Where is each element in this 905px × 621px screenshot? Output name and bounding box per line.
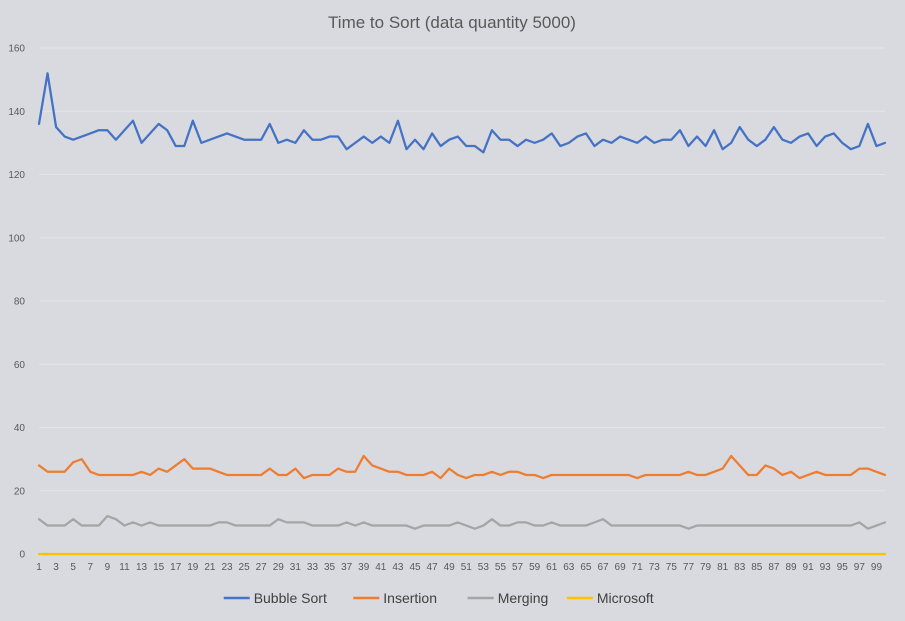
x-tick-label: 93 (820, 562, 832, 573)
x-tick-label: 37 (341, 562, 353, 573)
x-tick-label: 5 (70, 562, 76, 573)
legend-label: Insertion (383, 590, 437, 606)
series-lines (37, 72, 887, 556)
x-tick-label: 35 (324, 562, 336, 573)
series-line-insertion (37, 454, 887, 480)
x-tick-label: 61 (546, 562, 558, 573)
x-tick-label: 23 (221, 562, 233, 573)
series-line-merging (37, 514, 887, 530)
x-tick-label: 11 (119, 562, 130, 573)
y-tick-label: 100 (8, 233, 25, 244)
x-tick-label: 25 (239, 562, 251, 573)
x-tick-label: 55 (495, 562, 507, 573)
x-tick-label: 95 (837, 562, 849, 573)
x-tick-label: 67 (597, 562, 609, 573)
legend-item: Insertion (353, 590, 437, 606)
legend: Bubble Sort Insertion Merging Microsoft (223, 590, 654, 606)
x-tick-label: 91 (803, 562, 815, 573)
x-tick-label: 73 (649, 562, 661, 573)
x-axis: 1 3 5 7 9 11 13 15 17 19 21 23 25 27 29 31 33 35 37 39 41 43 4… (36, 562, 882, 573)
x-tick-label: 97 (854, 562, 866, 573)
x-tick-label: 99 (871, 562, 883, 573)
y-tick-label: 160 (8, 44, 25, 55)
x-tick-label: 65 (580, 562, 592, 573)
x-tick-label: 87 (768, 562, 780, 573)
x-tick-label: 27 (256, 562, 268, 573)
y-tick-label: 20 (14, 486, 26, 497)
legend-label: Microsoft (597, 590, 654, 606)
x-tick-label: 3 (53, 562, 59, 573)
x-tick-label: 39 (358, 562, 370, 573)
x-tick-label: 85 (751, 562, 763, 573)
x-tick-label: 21 (204, 562, 216, 573)
x-tick-label: 19 (187, 562, 199, 573)
legend-item: Bubble Sort (223, 590, 327, 606)
x-tick-label: 53 (478, 562, 490, 573)
x-tick-label: 89 (785, 562, 797, 573)
series-line-bubble-sort (37, 72, 887, 154)
x-tick-label: 47 (427, 562, 439, 573)
x-tick-label: 29 (273, 562, 285, 573)
x-tick-label: 79 (700, 562, 712, 573)
x-tick-label: 49 (444, 562, 456, 573)
y-tick-label: 140 (8, 107, 25, 118)
x-tick-label: 63 (563, 562, 575, 573)
x-tick-label: 1 (36, 562, 42, 573)
x-tick-label: 15 (153, 562, 165, 573)
chart-title: Time to Sort (data quantity 5000) (328, 13, 576, 32)
x-tick-label: 13 (136, 562, 148, 573)
x-tick-label: 9 (105, 562, 111, 573)
x-tick-label: 33 (307, 562, 319, 573)
x-tick-label: 41 (375, 562, 387, 573)
x-tick-label: 77 (683, 562, 695, 573)
y-tick-label: 0 (19, 550, 25, 561)
x-tick-label: 43 (392, 562, 404, 573)
x-tick-label: 17 (170, 562, 182, 573)
x-tick-label: 57 (512, 562, 524, 573)
y-axis: 0 20 40 60 80 100 120 140 160 (8, 44, 25, 561)
legend-item: Microsoft (566, 590, 654, 606)
x-tick-label: 69 (615, 562, 627, 573)
y-tick-label: 40 (14, 423, 26, 434)
x-tick-label: 59 (529, 562, 541, 573)
y-tick-label: 120 (8, 170, 25, 181)
x-tick-label: 31 (290, 562, 302, 573)
legend-label: Merging (498, 590, 549, 606)
gridlines (39, 47, 885, 492)
x-tick-label: 7 (87, 562, 93, 573)
x-tick-label: 83 (734, 562, 746, 573)
x-tick-label: 45 (409, 562, 421, 573)
legend-item: Merging (467, 590, 549, 606)
x-tick-label: 75 (666, 562, 678, 573)
y-tick-label: 80 (14, 297, 26, 308)
x-tick-label: 71 (632, 562, 644, 573)
x-tick-label: 81 (717, 562, 729, 573)
y-tick-label: 60 (14, 360, 26, 371)
x-tick-label: 51 (461, 562, 473, 573)
legend-label: Bubble Sort (254, 590, 327, 606)
